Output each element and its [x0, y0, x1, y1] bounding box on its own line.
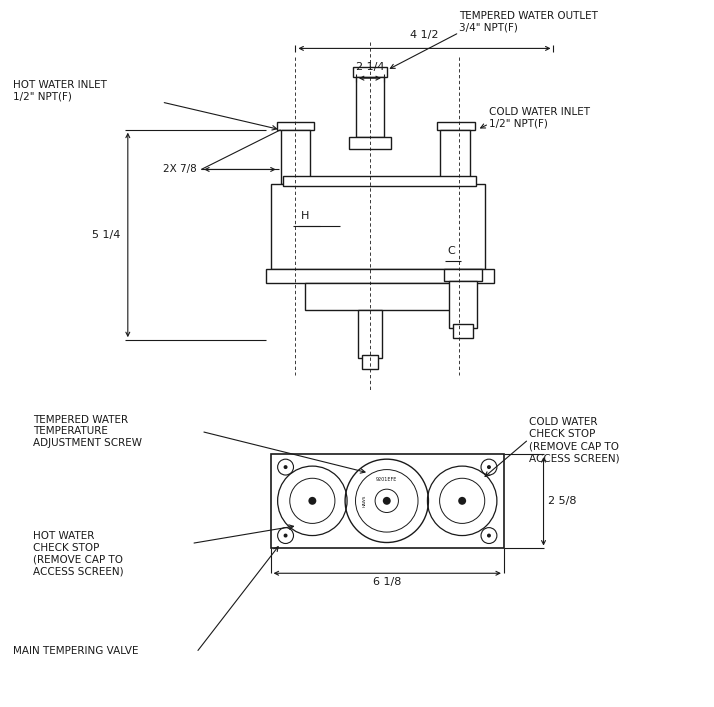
Text: TEMPERED WATER OUTLET: TEMPERED WATER OUTLET — [459, 11, 598, 21]
Bar — [356, 77, 384, 136]
Text: 3/4" NPT(F): 3/4" NPT(F) — [459, 23, 518, 33]
Text: COLD WATER: COLD WATER — [528, 418, 597, 428]
Bar — [441, 130, 470, 185]
Text: 2X 7/8: 2X 7/8 — [163, 165, 196, 175]
Text: 2 1/4: 2 1/4 — [356, 62, 384, 72]
Bar — [266, 269, 494, 283]
Text: 2 5/8: 2 5/8 — [548, 496, 577, 506]
Circle shape — [458, 497, 466, 505]
Text: HOT WATER INLET: HOT WATER INLET — [13, 80, 106, 90]
Text: 1/2" NPT(F): 1/2" NPT(F) — [489, 119, 548, 129]
Text: MAIN TEMPERING VALVE: MAIN TEMPERING VALVE — [13, 645, 139, 655]
Bar — [449, 281, 477, 328]
Bar — [444, 269, 482, 281]
Text: HAWS: HAWS — [363, 495, 367, 507]
Bar — [306, 283, 452, 310]
Text: 5 1/4: 5 1/4 — [91, 230, 120, 240]
Text: H: H — [301, 211, 309, 221]
Circle shape — [487, 534, 491, 537]
Circle shape — [283, 465, 288, 469]
Bar — [353, 67, 387, 77]
Circle shape — [383, 497, 391, 505]
Text: 9201EFE: 9201EFE — [376, 477, 398, 481]
Bar — [453, 325, 473, 338]
Text: TEMPERATURE: TEMPERATURE — [33, 426, 107, 436]
Text: TEMPERED WATER: TEMPERED WATER — [33, 414, 128, 424]
Bar — [276, 122, 314, 130]
Text: CHECK STOP: CHECK STOP — [528, 429, 595, 439]
Circle shape — [487, 465, 491, 469]
Bar — [271, 454, 504, 549]
Bar — [281, 130, 311, 185]
Bar — [438, 122, 475, 130]
Text: COLD WATER INLET: COLD WATER INLET — [489, 107, 590, 117]
Text: 1/2" NPT(F): 1/2" NPT(F) — [13, 92, 71, 102]
Bar — [283, 177, 476, 187]
Text: C: C — [447, 246, 455, 256]
Text: (REMOVE CAP TO: (REMOVE CAP TO — [528, 441, 618, 451]
Text: ADJUSTMENT SCREW: ADJUSTMENT SCREW — [33, 438, 141, 448]
Circle shape — [283, 534, 288, 537]
Bar — [349, 136, 391, 148]
Text: ACCESS SCREEN): ACCESS SCREEN) — [528, 453, 619, 463]
Text: ACCESS SCREEN): ACCESS SCREEN) — [33, 566, 124, 576]
Text: CHECK STOP: CHECK STOP — [33, 542, 99, 552]
Text: HOT WATER: HOT WATER — [33, 530, 94, 541]
Bar — [271, 185, 485, 269]
Text: 4 1/2: 4 1/2 — [411, 30, 438, 40]
Text: 6 1/8: 6 1/8 — [373, 577, 401, 588]
Bar — [358, 310, 382, 358]
Bar — [362, 355, 378, 369]
Circle shape — [308, 497, 316, 505]
Text: (REMOVE CAP TO: (REMOVE CAP TO — [33, 554, 123, 564]
